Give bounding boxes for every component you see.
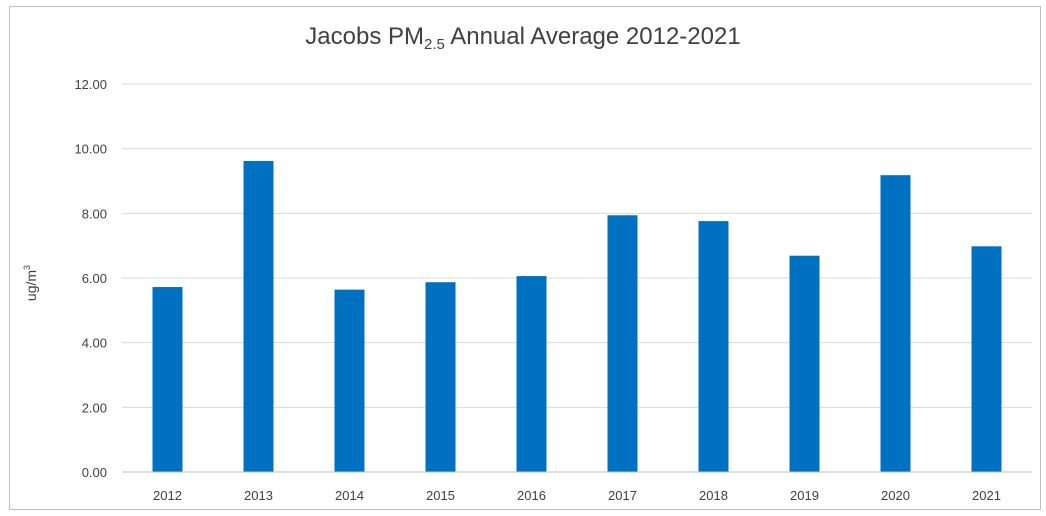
x-tick-label: 2015 (426, 488, 455, 503)
y-tick-label: 8.00 (82, 206, 107, 221)
bar (607, 215, 638, 473)
y-tick-label: 4.00 (82, 336, 107, 351)
y-tick-label: 0.00 (82, 465, 107, 480)
chart-title-suffix: Annual Average 2012-2021 (444, 23, 741, 50)
bar (516, 276, 547, 472)
x-tick-label: 2017 (608, 488, 637, 503)
x-tick-label: 2019 (790, 488, 819, 503)
x-tick-label: 2012 (153, 488, 182, 503)
x-tick-label: 2014 (335, 488, 364, 503)
x-tick-label: 2016 (517, 488, 546, 503)
y-tick-label: 6.00 (82, 271, 107, 286)
x-tick-label: 2021 (972, 488, 1001, 503)
x-tick-label: 2013 (244, 488, 273, 503)
x-tick-label: 2018 (699, 488, 728, 503)
bar (243, 160, 274, 472)
bar (152, 287, 183, 472)
chart-title-prefix: Jacobs PM (305, 23, 425, 50)
chart-title: Jacobs PM2.5 Annual Average 2012-2021 (0, 22, 1046, 52)
bar (425, 282, 456, 472)
bar (971, 246, 1002, 472)
x-tick-label: 2020 (881, 488, 910, 503)
bar (698, 221, 729, 472)
y-tick-label: 12.00 (74, 77, 107, 92)
y-tick-label: 2.00 (82, 400, 107, 415)
bar (334, 289, 365, 472)
chart-title-subscript: 2.5 (424, 36, 445, 53)
bar (880, 175, 911, 472)
y-tick-label: 10.00 (74, 142, 107, 157)
bar (789, 255, 820, 472)
